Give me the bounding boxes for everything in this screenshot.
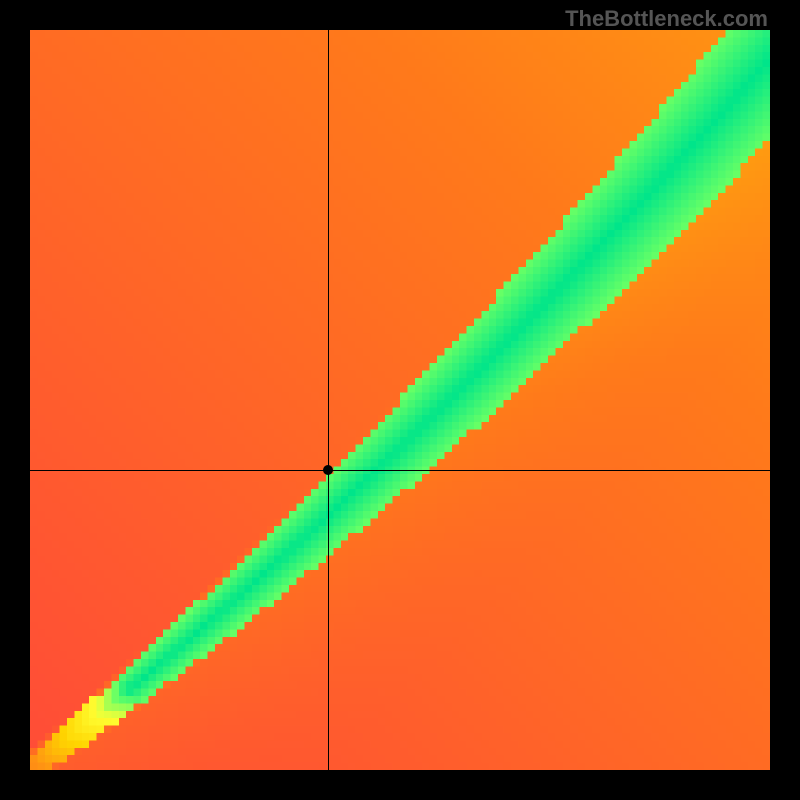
crosshair-vertical: [328, 30, 329, 770]
selection-marker: [323, 465, 333, 475]
chart-container: TheBottleneck.com: [0, 0, 800, 800]
crosshair-horizontal: [30, 470, 770, 471]
watermark-text: TheBottleneck.com: [565, 6, 768, 32]
bottleneck-heatmap: [30, 30, 770, 770]
